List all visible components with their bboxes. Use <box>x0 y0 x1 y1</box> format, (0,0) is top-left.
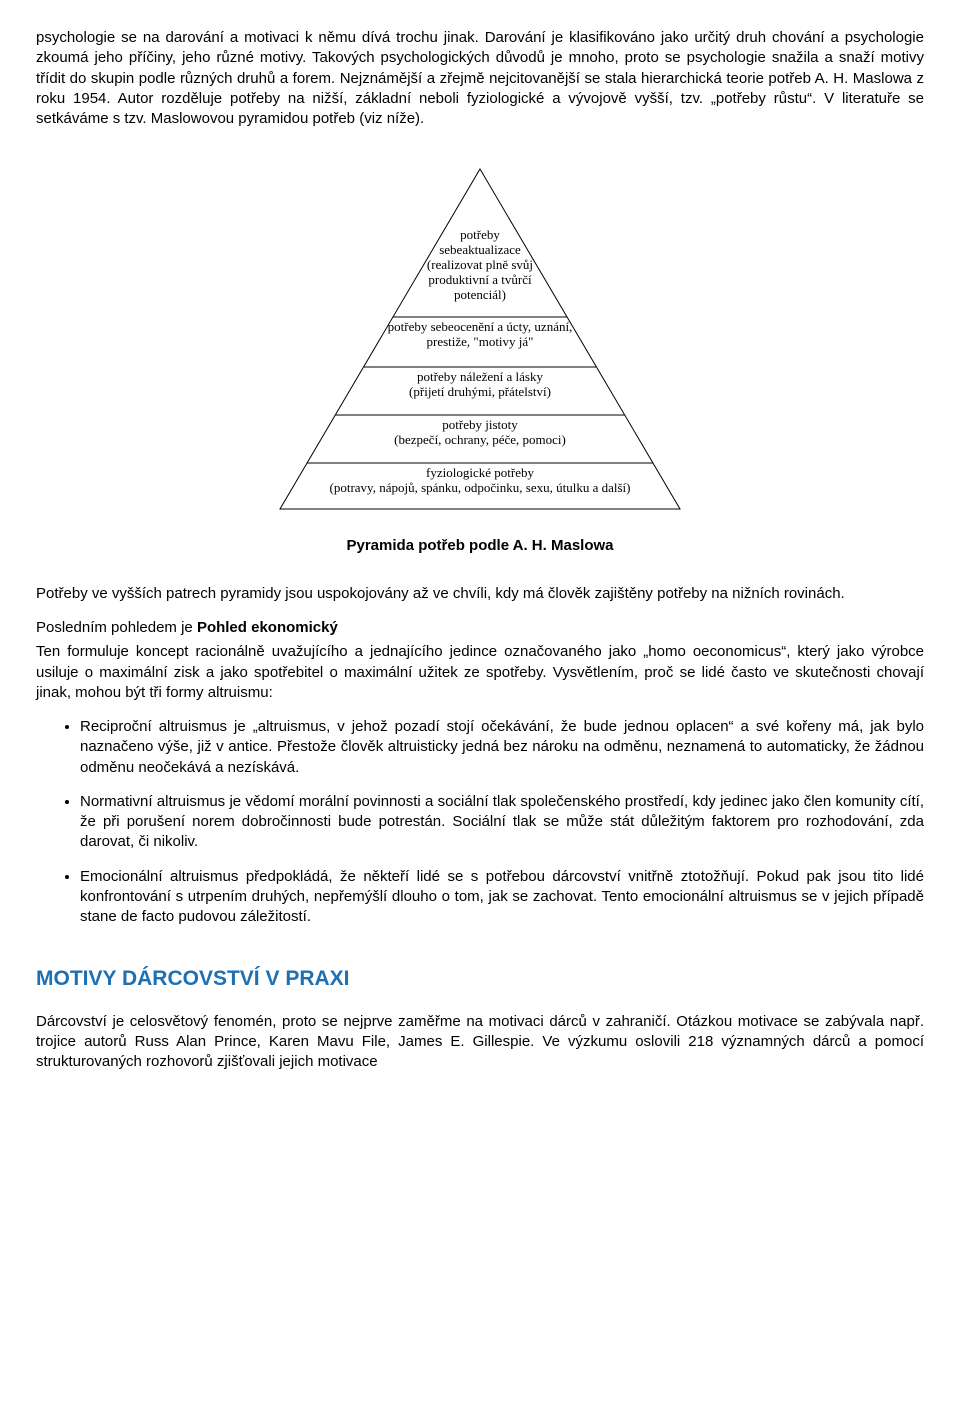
economic-view-lead: Posledním pohledem je Pohled ekonomický <box>36 618 924 638</box>
svg-text:(potravy, nápojů, spánku, odpo: (potravy, nápojů, spánku, odpočinku, sex… <box>330 480 631 495</box>
altruism-list: Reciproční altruismus je „altruismus, v … <box>36 717 924 927</box>
svg-text:fyziologické potřeby: fyziologické potřeby <box>426 465 534 480</box>
list-item: Reciproční altruismus je „altruismus, v … <box>80 717 924 778</box>
svg-text:potřeby náležení a lásky: potřeby náležení a lásky <box>417 369 543 384</box>
list-item: Emocionální altruismus předpokládá, že n… <box>80 867 924 928</box>
section-heading: MOTIVY DÁRCOVSTVÍ V PRAXI <box>36 965 924 993</box>
svg-text:potenciál): potenciál) <box>454 287 506 302</box>
economic-view-lead-text: Posledním pohledem je <box>36 619 197 636</box>
svg-text:potřeby sebeocenění a úcty, uz: potřeby sebeocenění a úcty, uznání, <box>388 319 573 334</box>
svg-text:(přijetí druhými, přátelství): (přijetí druhými, přátelství) <box>409 384 551 399</box>
svg-text:(realizovat plně svůj: (realizovat plně svůj <box>427 257 533 272</box>
economic-view-body: Ten formuluje koncept racionálně uvažují… <box>36 642 924 703</box>
svg-text:prestiže, "motivy já": prestiže, "motivy já" <box>426 334 533 349</box>
intro-paragraph: psychologie se na darování a motivaci k … <box>36 28 924 129</box>
economic-view-bold: Pohled ekonomický <box>197 619 338 636</box>
list-item: Normativní altruismus je vědomí morální … <box>80 792 924 853</box>
svg-text:potřeby: potřeby <box>460 227 500 242</box>
pyramid-caption: Pyramida potřeb podle A. H. Maslowa <box>36 536 924 556</box>
maslow-pyramid-diagram: potřebysebeaktualizace(realizovat plně s… <box>265 159 695 519</box>
svg-text:sebeaktualizace: sebeaktualizace <box>439 242 521 257</box>
svg-text:produktivní a tvůrčí: produktivní a tvůrčí <box>428 272 532 287</box>
svg-text:(bezpečí, ochrany, péče, pomoc: (bezpečí, ochrany, péče, pomoci) <box>394 432 566 447</box>
paragraph-needs: Potřeby ve vyšších patrech pyramidy jsou… <box>36 584 924 604</box>
svg-text:potřeby jistoty: potřeby jistoty <box>442 417 518 432</box>
pyramid-figure: potřebysebeaktualizace(realizovat plně s… <box>36 159 924 525</box>
closing-paragraph: Dárcovství je celosvětový fenomén, proto… <box>36 1012 924 1073</box>
